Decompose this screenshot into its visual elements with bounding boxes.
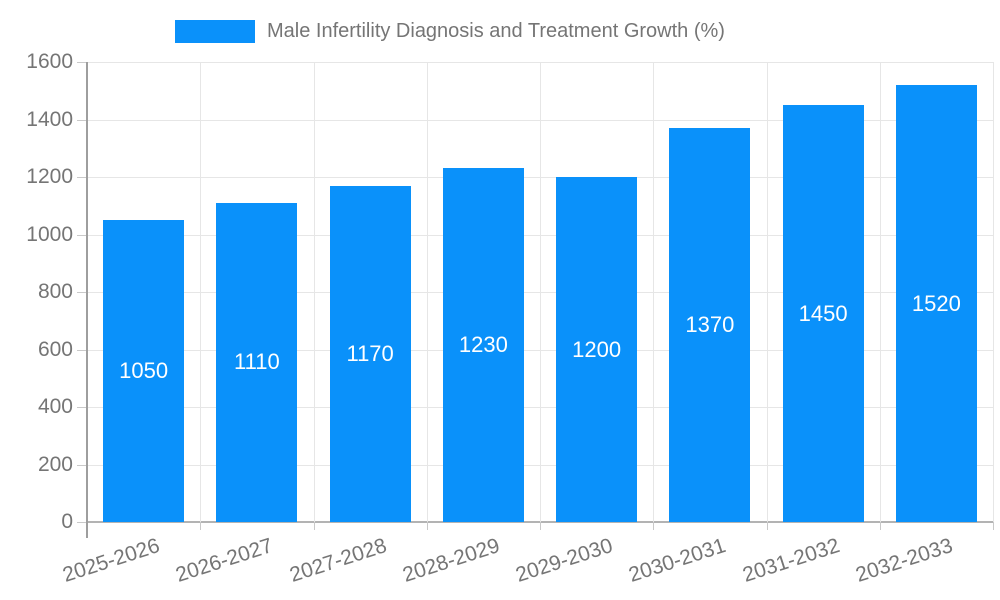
- y-axis-tick: [77, 349, 87, 351]
- y-axis-line: [86, 62, 88, 538]
- gridline-vertical: [426, 62, 428, 522]
- x-axis-tick: [426, 522, 428, 530]
- bar-value-label: 1450: [798, 300, 848, 326]
- bar[interactable]: [895, 85, 977, 522]
- bar-value-label: 1200: [572, 336, 622, 362]
- x-axis-tick-label: 2026-2027: [173, 534, 276, 587]
- bar-value-label: 1520: [911, 290, 961, 316]
- gridline-vertical: [540, 62, 541, 522]
- y-axis-tick: [77, 464, 87, 466]
- x-axis-tick: [313, 522, 315, 530]
- bar-value-label: 1050: [119, 358, 169, 384]
- bar[interactable]: [669, 128, 751, 522]
- legend: Male Infertility Diagnosis and Treatment…: [175, 20, 725, 43]
- bar[interactable]: [782, 105, 864, 522]
- y-axis-tick: [77, 292, 87, 293]
- y-axis-tick-label: 600: [37, 337, 73, 361]
- legend-label: Male Infertility Diagnosis and Treatment…: [267, 20, 725, 42]
- x-axis-tick: [540, 522, 541, 530]
- y-axis-tick-label: 200: [37, 452, 73, 476]
- gridline-vertical: [313, 62, 315, 522]
- y-axis-tick-label: 1400: [26, 107, 73, 131]
- gridline-vertical: [993, 62, 994, 522]
- y-axis-tick: [77, 234, 87, 236]
- x-axis-tick: [766, 522, 768, 530]
- y-axis-tick-label: 0: [61, 510, 73, 533]
- y-axis-tick: [77, 119, 87, 121]
- x-axis-tick-label: 2025-2026: [60, 534, 163, 587]
- gridline-vertical: [879, 62, 881, 522]
- bar[interactable]: [103, 220, 185, 522]
- x-axis-tick-label: 2030-2031: [626, 534, 729, 587]
- x-axis-tick: [653, 522, 655, 530]
- y-axis-tick-label: 1600: [26, 50, 73, 73]
- x-axis-tick: [879, 522, 881, 530]
- x-axis-tick-label: 2029-2030: [513, 534, 616, 587]
- bar-value-label: 1230: [458, 332, 508, 358]
- y-axis-tick: [77, 522, 87, 523]
- bar[interactable]: [556, 177, 638, 522]
- x-axis-tick-label: 2031-2032: [739, 534, 843, 587]
- y-axis-tick-label: 1000: [26, 222, 73, 246]
- x-axis-tick-label: 2027-2028: [286, 534, 390, 587]
- bar-value-label: 1110: [234, 349, 280, 375]
- y-axis-tick: [77, 407, 87, 408]
- bar[interactable]: [329, 185, 411, 522]
- y-axis-tick-label: 1200: [26, 165, 73, 188]
- x-axis-tick-label: 2032-2033: [852, 534, 956, 587]
- x-axis-tick: [993, 522, 994, 530]
- bar[interactable]: [442, 168, 524, 522]
- gridline-vertical: [200, 62, 202, 522]
- gridline-vertical: [766, 62, 768, 522]
- y-axis-tick: [77, 177, 87, 178]
- y-axis-tick: [77, 62, 87, 63]
- bar[interactable]: [216, 202, 298, 522]
- y-axis-tick-label: 800: [37, 280, 73, 303]
- legend-swatch: [175, 20, 255, 43]
- bar-value-label: 1370: [685, 312, 735, 338]
- y-axis-tick-label: 400: [37, 395, 73, 418]
- x-axis-tick: [200, 522, 202, 530]
- x-axis-tick-label: 2028-2029: [399, 534, 503, 587]
- gridline-vertical: [653, 62, 655, 522]
- bar-value-label: 1170: [346, 340, 394, 366]
